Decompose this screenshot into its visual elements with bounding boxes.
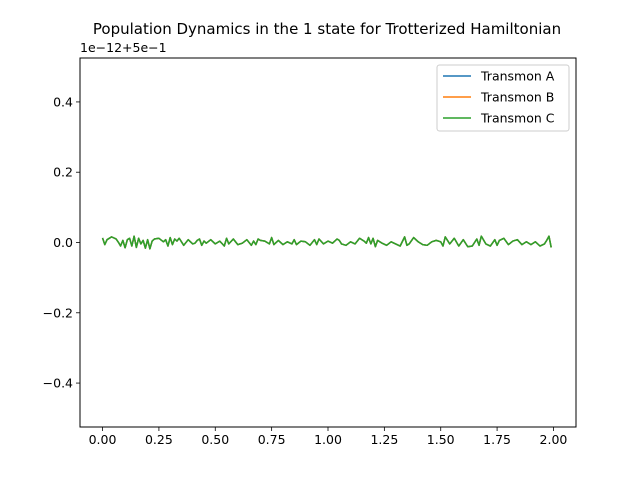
series-line-3 [101, 235, 552, 250]
x-tick-label: 0.50 [201, 432, 229, 447]
x-tick-label: 0.00 [89, 432, 117, 447]
y-tick-label: 0.0 [53, 235, 73, 250]
legend-label: Transmon B [480, 90, 554, 105]
x-tick-label: 0.25 [145, 432, 173, 447]
y-tick-label: 0.2 [53, 165, 73, 180]
y-tick-label: −0.4 [43, 376, 73, 391]
x-tick-label: 1.50 [427, 432, 455, 447]
y-tick-label: 0.4 [53, 94, 73, 109]
x-axis: 0.00 0.25 0.50 0.75 1.00 1.25 1.50 1.75 2.00 [89, 427, 568, 447]
chart-title: Population Dynamics in the 1 state for T… [93, 20, 561, 38]
legend-label: Transmon C [480, 111, 555, 126]
x-tick-label: 2.00 [540, 432, 568, 447]
x-tick-label: 1.00 [314, 432, 342, 447]
plot-frame [79, 57, 577, 428]
x-tick-label: 0.75 [258, 432, 286, 447]
legend: Transmon A Transmon B Transmon C [436, 64, 570, 132]
series-layer [101, 235, 552, 250]
y-offset-label: 1e−12+5e−1 [80, 40, 167, 55]
legend-label: Transmon A [480, 69, 555, 84]
x-tick-label: 1.75 [483, 432, 511, 447]
y-axis: −0.4 −0.2 0.0 0.2 0.4 [43, 94, 80, 391]
y-tick-label: −0.2 [43, 305, 73, 320]
legend-box [436, 64, 570, 132]
x-tick-label: 1.25 [370, 432, 398, 447]
